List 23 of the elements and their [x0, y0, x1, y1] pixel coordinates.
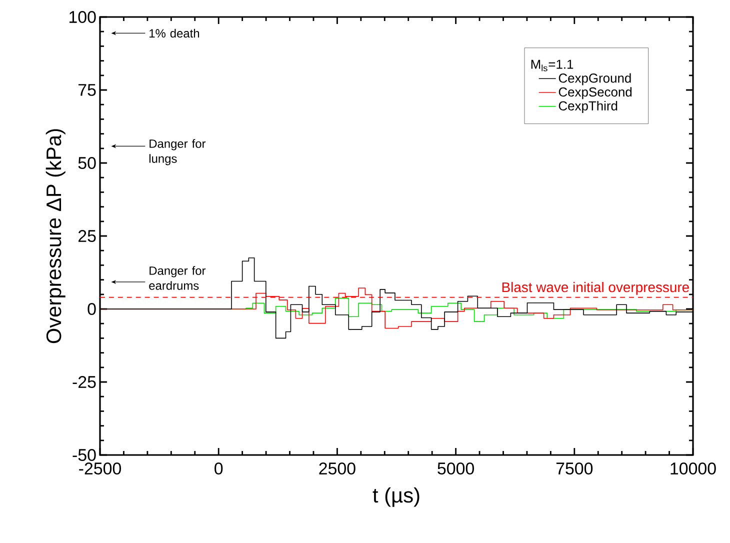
y-tick-label: 25 — [78, 230, 96, 242]
y-tick-label: -25 — [72, 376, 96, 388]
x-tick-label: 10000 — [670, 462, 716, 475]
y-axis-title: Overpressure ΔP (kPa) — [46, 129, 66, 344]
y-tick-label: 50 — [78, 157, 96, 169]
legend-label: CexpGround — [558, 73, 631, 86]
x-tick-label: 0 — [214, 462, 223, 475]
annotation: 1% death — [150, 28, 200, 38]
y-tick-label: 100 — [70, 11, 96, 23]
x-tick-label: 2500 — [319, 462, 356, 475]
annotation: Danger for lungs — [149, 139, 206, 166]
annotation: Danger for eardrums — [149, 266, 206, 290]
x-tick-label: 7500 — [556, 462, 593, 475]
legend-label: CexpSecond — [558, 87, 632, 100]
ref-line-label: Blast wave initial overpressure — [502, 282, 689, 295]
y-tick-label: 75 — [78, 84, 96, 96]
y-tick-label: -50 — [72, 449, 96, 462]
legend-title: M$_{ls}$=1.1 — [531, 60, 574, 72]
x-tick-label: -2500 — [79, 462, 121, 475]
legend-label: CexpThird — [558, 100, 618, 114]
x-axis-title: t (µs) — [372, 487, 420, 507]
y-tick-label: 0 — [88, 303, 96, 315]
x-tick-label: 5000 — [438, 462, 474, 475]
